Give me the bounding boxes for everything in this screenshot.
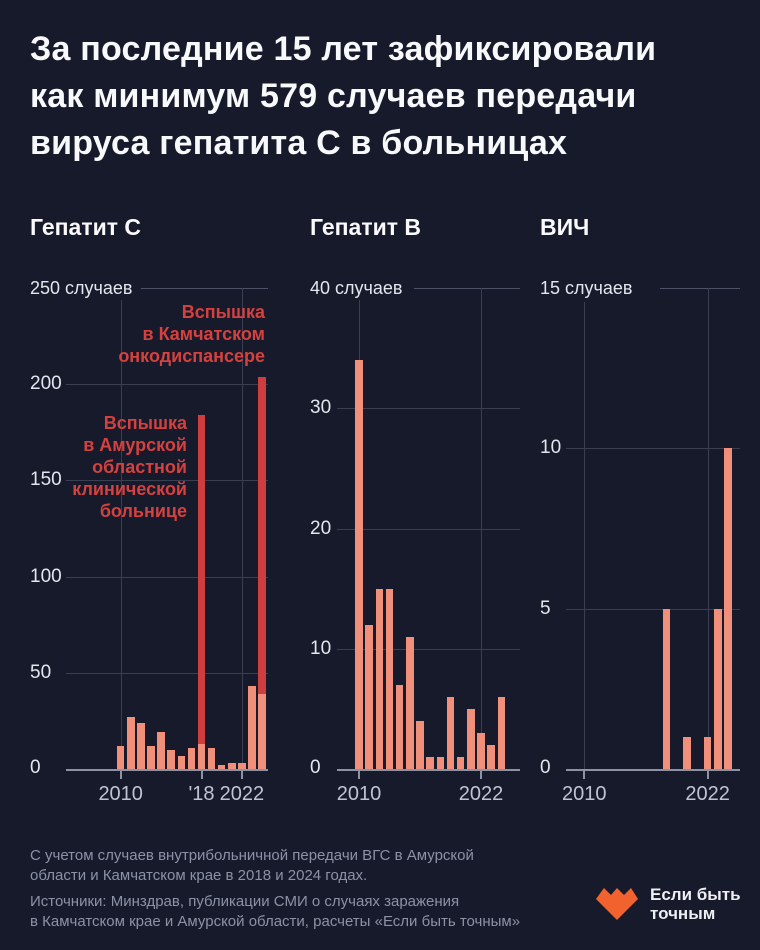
chart-1-bar-2019 (207, 747, 216, 769)
chart-1-unit-label: 250 случаев (30, 278, 133, 298)
chart-1-bar-2010 (116, 745, 125, 769)
chart-3-gridline-5 (566, 609, 740, 610)
chart-1-regular-bar-2024 (258, 693, 266, 769)
brand-name: Если быть точным (650, 885, 741, 923)
chart-1-y-axis-label-150: 150 (30, 469, 62, 490)
chart-2-bar-2016 (416, 720, 424, 769)
chart-2-bar-2010 (355, 360, 363, 769)
chart-1-vgridline-2010 (121, 300, 122, 769)
chart-1-bar-2015 (167, 749, 175, 769)
chart-1-x-axis-line (66, 769, 268, 771)
chart-1-bar-2013 (147, 745, 155, 769)
chart-3-y-axis-label-5: 5 (540, 598, 551, 619)
chart-3-bar-2018 (662, 608, 671, 769)
chart-3-gridline-10 (566, 448, 740, 449)
chart-2-x-tick-2022 (480, 771, 482, 779)
chart-3-bar-2022 (703, 736, 712, 769)
chart-1-x-axis-label-2010: 2010 (98, 783, 143, 805)
chart-3-x-axis-line (566, 769, 740, 771)
chart-2-gridline-20 (337, 529, 520, 530)
chart-1-bar-2016 (177, 755, 186, 769)
chart-1-y-axis-label-0: 0 (30, 757, 41, 778)
chart-2-x-axis-label-2010: 2010 (336, 783, 382, 805)
chart-2-bar-2017 (426, 756, 434, 769)
chart-1-bar-2023 (248, 686, 256, 769)
chart-3-x-axis-label-2022: 2022 (685, 783, 730, 805)
chart-3-bar-2023 (714, 608, 722, 769)
chart-2-vgridline-2022 (481, 288, 482, 769)
chart-1-y-axis-label-200: 200 (30, 373, 62, 394)
chart-2-max-rule (414, 288, 520, 289)
chart-1-outbreak-bar-2018 (197, 414, 206, 769)
chart-3-x-tick-2010 (583, 771, 585, 779)
chart-1-gridline-150 (66, 480, 268, 481)
chart-2-bar-2020 (456, 756, 465, 769)
chart-1-bar-2011 (127, 717, 135, 769)
chart-1-max-rule (141, 288, 268, 289)
chart-3-vgridline-2010 (584, 302, 585, 769)
chart-2-bar-2013 (385, 588, 394, 769)
chart-2-bar-2023 (487, 744, 495, 769)
chart-2-gridline-30 (337, 408, 520, 409)
chart-3-y-axis-label-10: 10 (540, 437, 562, 458)
chart-2-y-axis-label-0: 0 (310, 757, 321, 778)
chart-3-y-axis-label-0: 0 (540, 757, 551, 778)
chart-1-title: Гепатит C (30, 214, 142, 240)
brand-heart-icon (596, 888, 638, 920)
chart-1-vgridline-2022 (242, 288, 243, 769)
chart-3-x-tick-2022 (707, 771, 709, 779)
chart-1-gridline-100 (66, 577, 268, 578)
page-title: За последние 15 лет зафиксировали как ми… (30, 30, 657, 162)
chart-1-bar-2021 (228, 763, 236, 769)
chart-2-bar-2019 (446, 696, 455, 769)
chart-2-bar-2018 (436, 756, 445, 769)
chart-3-vgridline-2022 (708, 288, 709, 769)
chart-2-bar-2012 (375, 588, 384, 769)
chart-1-bar-2022 (238, 763, 246, 769)
chart-1-regular-bar-2018 (197, 743, 206, 769)
chart-1-y-axis-label-100: 100 (30, 566, 62, 587)
chart-3-bar-2024 (724, 448, 732, 769)
chart-1-gridline-200 (66, 384, 268, 385)
chart-2-x-axis-label-2022: 2022 (458, 783, 504, 805)
chart-1-y-axis-label-50: 50 (30, 662, 52, 683)
chart-1-x-tick-2018 (201, 771, 203, 779)
chart-2-x-axis-line (337, 769, 520, 771)
chart-1-x-axis-label-2022: 2022 (219, 783, 265, 805)
chart-1-annotation-2018: Вспышка в Амурской областной клинической… (72, 413, 187, 521)
footnote: С учетом случаев внутрибольничной переда… (30, 847, 474, 884)
chart-2-title: Гепатит B (310, 214, 422, 240)
chart-2-gridline-10 (337, 649, 520, 650)
chart-1-gridline-50 (66, 673, 268, 674)
chart-2-unit-label: 40 случаев (310, 278, 403, 298)
sources-note: Источники: Минздрав, публикации СМИ о сл… (30, 893, 521, 930)
chart-3-unit-label: 15 случаев (540, 278, 633, 298)
chart-2-y-axis-label-30: 30 (310, 397, 332, 418)
chart-3-x-axis-label-2010: 2010 (562, 783, 607, 805)
chart-1-bar-2012 (137, 722, 145, 769)
chart-1-bar-2017 (187, 747, 196, 769)
chart-2-bar-2022 (477, 732, 485, 769)
chart-2-x-tick-2010 (358, 771, 360, 779)
chart-1-x-axis-label-2018: '18 (188, 783, 215, 805)
chart-1-x-tick-2010 (120, 771, 122, 779)
chart-1-bar-2020 (217, 765, 226, 769)
chart-1-bar-2014 (157, 732, 165, 769)
chart-2-bar-2024 (497, 696, 506, 769)
chart-2-y-axis-label-20: 20 (310, 518, 332, 539)
chart-2-bar-2021 (467, 708, 475, 769)
chart-2-bar-2011 (365, 624, 373, 769)
chart-2-bar-2014 (395, 684, 404, 769)
chart-3-title: ВИЧ (540, 214, 590, 240)
chart-3-bar-2020 (683, 736, 691, 769)
chart-1-x-tick-2022 (241, 771, 243, 779)
chart-1-annotation-2024: Вспышка в Камчатском онкодиспансере (118, 302, 265, 366)
chart-2-bar-2015 (406, 636, 414, 769)
chart-3-max-rule (660, 288, 740, 289)
chart-1-outbreak-bar-2024 (258, 376, 266, 769)
chart-2-y-axis-label-10: 10 (310, 638, 332, 659)
